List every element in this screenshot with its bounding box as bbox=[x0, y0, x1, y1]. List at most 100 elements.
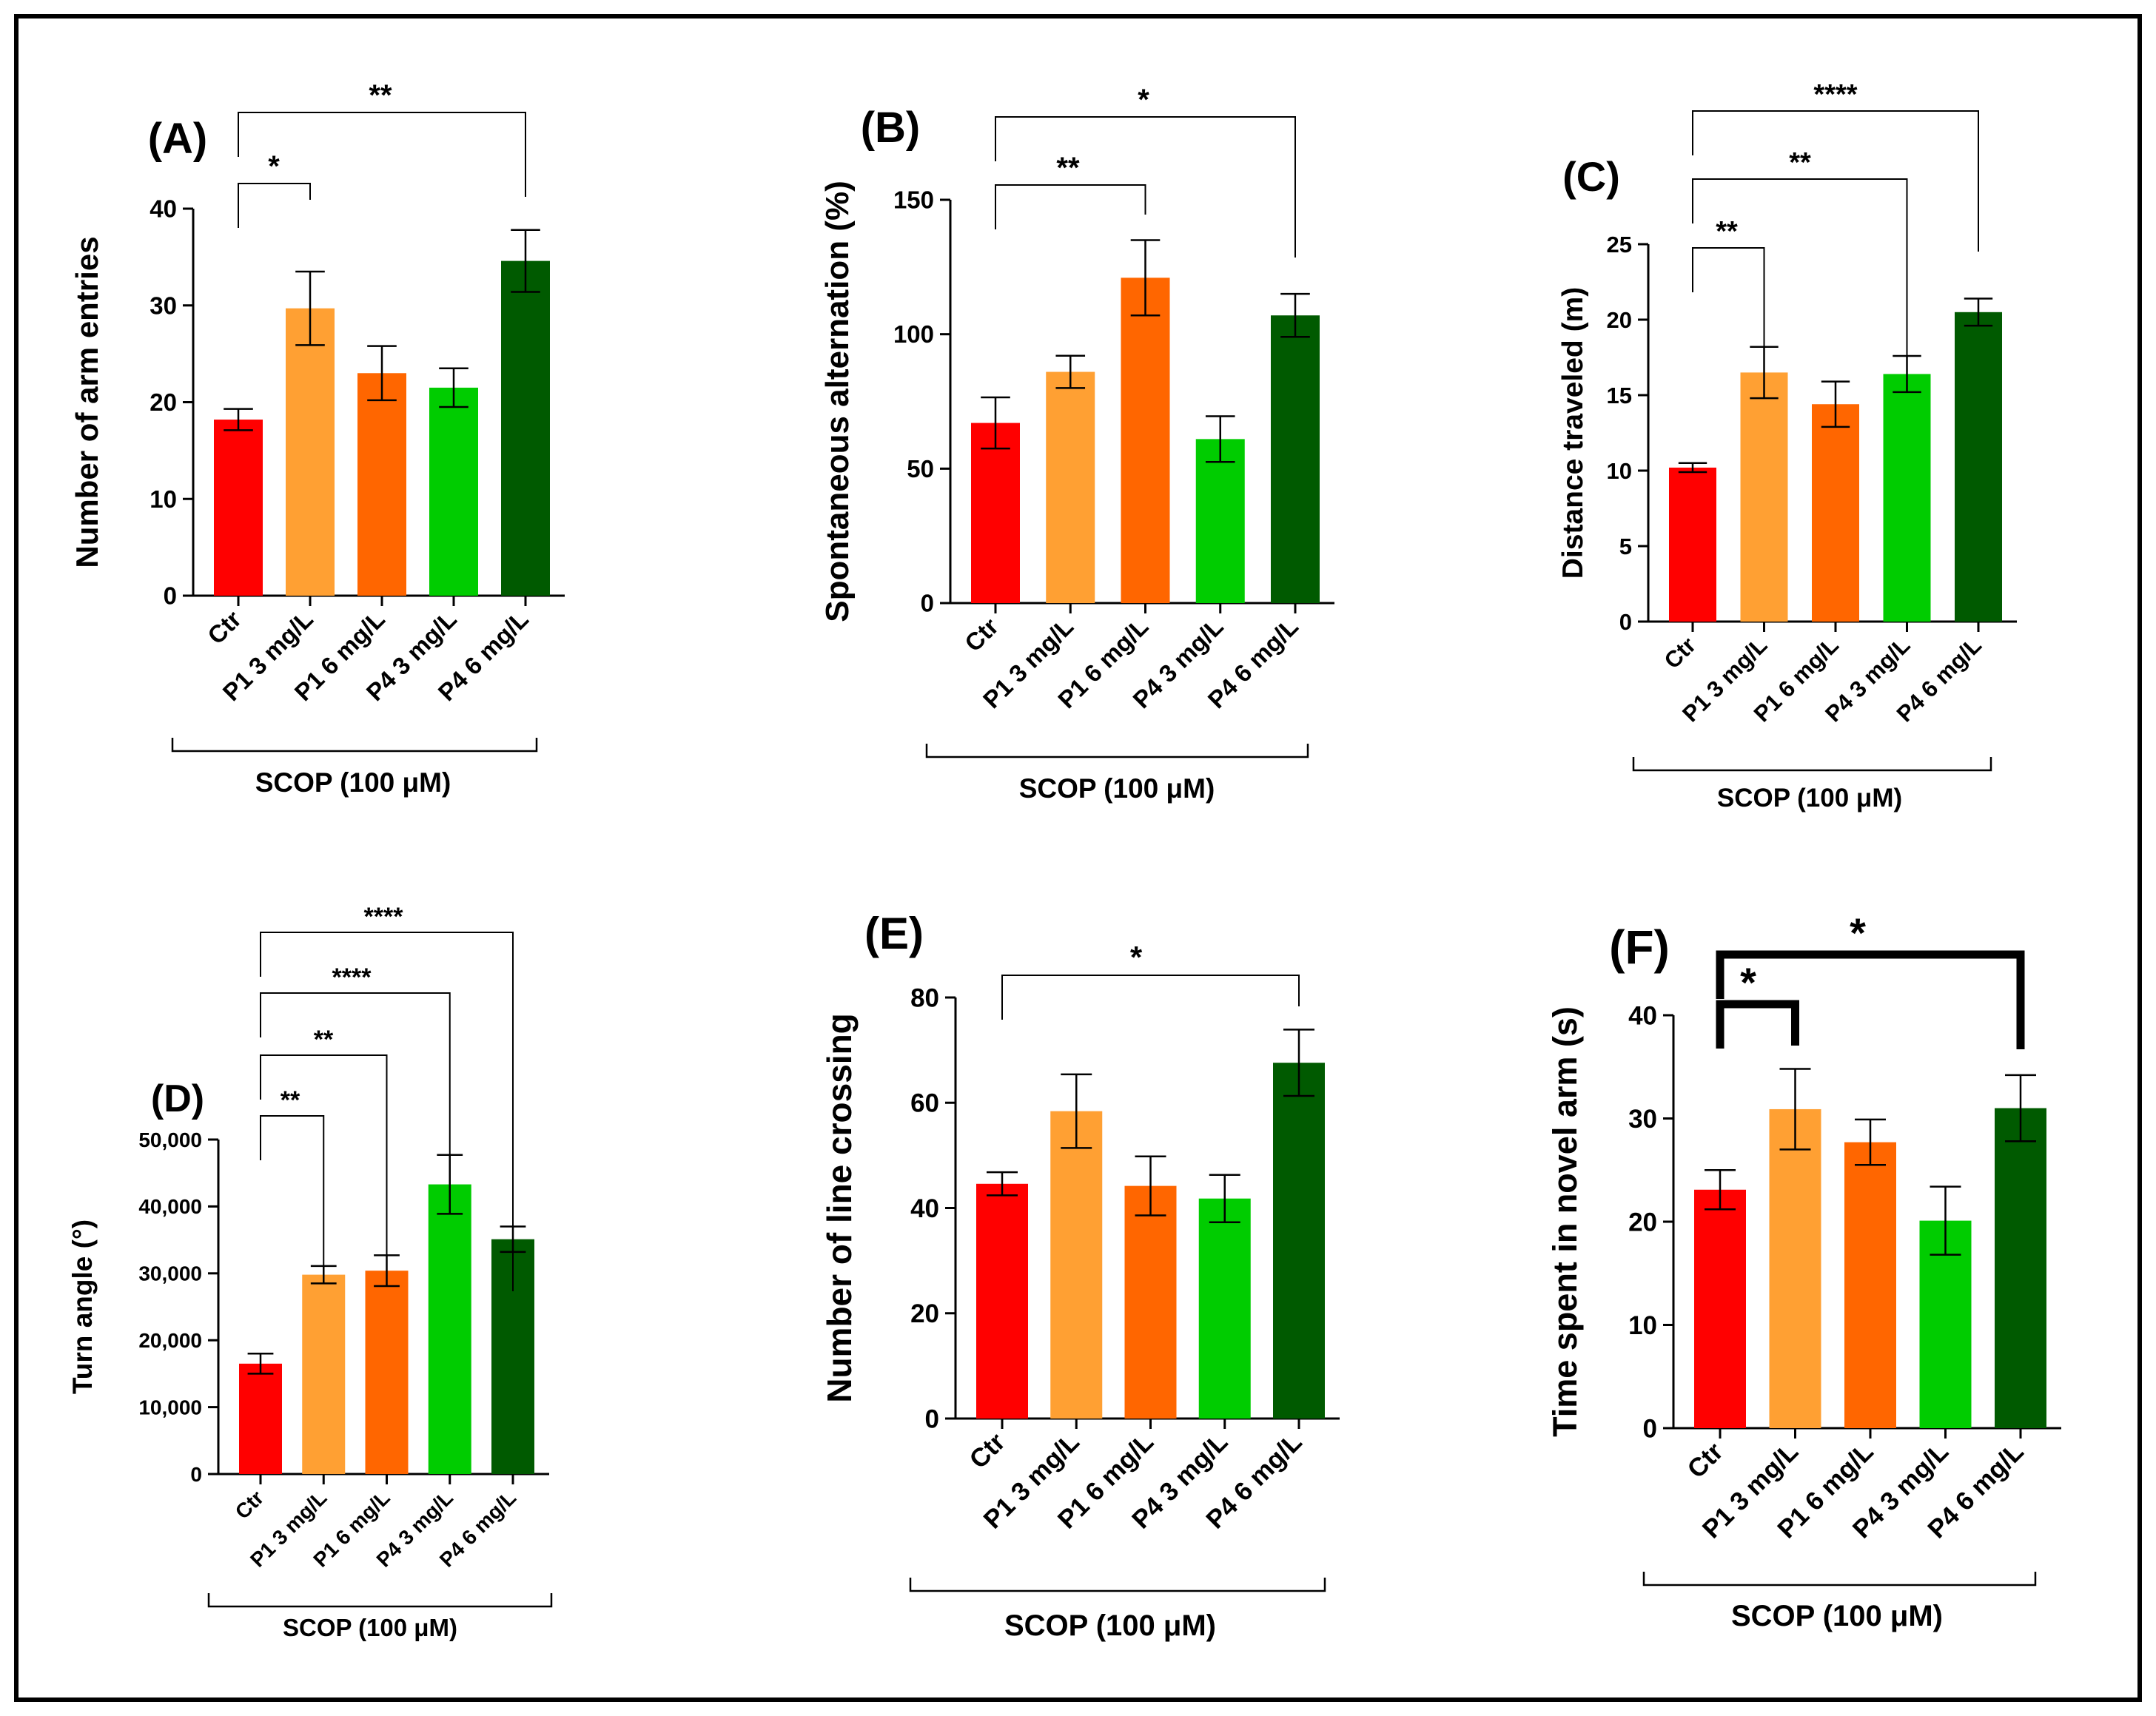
y-tick-label-c: 25 bbox=[1607, 232, 1632, 258]
scop-label-a: SCOP (100 μM) bbox=[255, 767, 451, 798]
error-bar-a-p1-6-mg-l bbox=[367, 345, 397, 402]
scop-bracket-f bbox=[1642, 1572, 2037, 1587]
bar-e-ctr bbox=[976, 1183, 1028, 1419]
bar-a-p4-6-mg-l bbox=[501, 260, 550, 596]
error-bar-e-p4-6-mg-l bbox=[1283, 1029, 1314, 1097]
significance-label-f-1: * bbox=[1740, 959, 1756, 1006]
bar-b-p4-6-mg-l bbox=[1271, 315, 1320, 603]
y-tick-label-a: 0 bbox=[164, 582, 177, 610]
bar-c-p1-3-mg-l bbox=[1740, 372, 1788, 622]
error-bar-a-p1-3-mg-l bbox=[295, 270, 325, 346]
significance-bracket-c-2 bbox=[1692, 178, 1908, 357]
y-tick-label-b: 50 bbox=[907, 455, 934, 482]
error-bar-f-p4-3-mg-l bbox=[1930, 1185, 1961, 1256]
y-tick-label-a: 20 bbox=[150, 388, 177, 416]
y-tick-label-e: 80 bbox=[910, 983, 939, 1012]
significance-bracket-e-1 bbox=[1001, 975, 1300, 1020]
scop-label-e: SCOP (100 μM) bbox=[1004, 1609, 1216, 1642]
y-tick-label-d: 40,000 bbox=[138, 1195, 202, 1218]
y-tick-label-b: 100 bbox=[893, 320, 934, 348]
y-tick-label-f: 10 bbox=[1628, 1311, 1657, 1340]
scop-bracket-c bbox=[1632, 757, 1992, 772]
error-bar-e-p1-6-mg-l bbox=[1135, 1155, 1166, 1217]
y-tick-label-d: 10,000 bbox=[138, 1396, 202, 1419]
y-tick-label-a: 30 bbox=[150, 292, 177, 319]
bar-c-p4-6-mg-l bbox=[1955, 312, 2002, 622]
significance-bracket-b-2 bbox=[995, 116, 1296, 258]
significance-bracket-a-1 bbox=[238, 183, 311, 228]
significance-label-c-2: ** bbox=[1789, 147, 1811, 178]
y-tick-label-c: 15 bbox=[1607, 383, 1632, 408]
significance-bracket-c-1 bbox=[1692, 247, 1765, 370]
bar-f-p1-3-mg-l bbox=[1769, 1108, 1821, 1428]
error-bar-c-ctr bbox=[1678, 462, 1707, 474]
bar-e-p1-3-mg-l bbox=[1050, 1111, 1103, 1419]
bar-e-p4-3-mg-l bbox=[1198, 1198, 1251, 1419]
significance-label-b-1: ** bbox=[1056, 152, 1080, 184]
error-bar-b-ctr bbox=[981, 396, 1010, 450]
significance-label-d-3: **** bbox=[332, 963, 372, 992]
panel-label-d: (D) bbox=[151, 1077, 204, 1120]
y-axis-label-f: Time spent in novel arm (s) bbox=[1546, 1006, 1584, 1437]
error-bar-f-ctr bbox=[1705, 1169, 1736, 1211]
y-tick-label-d: 50,000 bbox=[138, 1128, 202, 1151]
y-tick-label-f: 30 bbox=[1628, 1105, 1657, 1134]
bar-d-p1-6-mg-l bbox=[365, 1271, 409, 1474]
bar-b-p4-3-mg-l bbox=[1195, 439, 1245, 603]
scop-label-b: SCOP (100 μM) bbox=[1019, 773, 1215, 804]
bar-a-p1-6-mg-l bbox=[357, 373, 406, 596]
error-bar-e-ctr bbox=[987, 1171, 1018, 1197]
y-tick-label-d: 30,000 bbox=[138, 1262, 202, 1285]
bar-d-ctr bbox=[239, 1363, 282, 1474]
significance-bracket-d-4 bbox=[260, 932, 514, 1291]
y-axis-label-e: Number of line crossing bbox=[820, 1013, 859, 1403]
y-tick-label-c: 20 bbox=[1607, 307, 1632, 333]
significance-bracket-b-1 bbox=[995, 184, 1146, 229]
error-bar-c-p4-6-mg-l bbox=[1964, 297, 1993, 327]
bar-f-ctr bbox=[1694, 1189, 1746, 1428]
error-bar-a-ctr bbox=[224, 408, 253, 431]
bar-a-p4-3-mg-l bbox=[429, 387, 478, 596]
error-bar-f-p1-3-mg-l bbox=[1779, 1068, 1811, 1151]
panel-label-a: (A) bbox=[148, 115, 208, 163]
y-tick-label-c: 5 bbox=[1619, 534, 1632, 559]
significance-bracket-d-1 bbox=[260, 1115, 325, 1279]
y-tick-label-e: 60 bbox=[910, 1089, 939, 1118]
significance-bracket-f-2 bbox=[1716, 950, 2025, 1049]
bar-a-p1-3-mg-l bbox=[286, 308, 335, 596]
y-axis-label-b: Spontaneous alternation (%) bbox=[819, 181, 856, 622]
significance-label-d-4: **** bbox=[364, 903, 404, 931]
y-tick-label-a: 10 bbox=[150, 485, 177, 513]
bar-c-p4-3-mg-l bbox=[1883, 374, 1931, 622]
error-bar-e-p4-3-mg-l bbox=[1209, 1174, 1240, 1223]
bar-f-p4-6-mg-l bbox=[1995, 1108, 2046, 1428]
panel-label-e: (E) bbox=[864, 909, 924, 958]
significance-label-b-2: * bbox=[1138, 84, 1149, 116]
y-tick-label-c: 0 bbox=[1619, 609, 1632, 635]
bar-d-p1-3-mg-l bbox=[302, 1274, 346, 1474]
significance-bracket-d-3 bbox=[260, 992, 451, 1206]
y-tick-label-b: 0 bbox=[921, 590, 934, 617]
scop-label-c: SCOP (100 μM) bbox=[1717, 784, 1902, 812]
error-bar-b-p4-3-mg-l bbox=[1205, 415, 1235, 463]
error-bar-b-p4-6-mg-l bbox=[1280, 292, 1310, 338]
bar-b-p1-3-mg-l bbox=[1046, 371, 1095, 603]
y-tick-label-e: 20 bbox=[910, 1299, 939, 1328]
panel-label-c: (C) bbox=[1562, 153, 1620, 200]
error-bar-e-p1-3-mg-l bbox=[1061, 1073, 1092, 1149]
bar-e-p1-6-mg-l bbox=[1124, 1185, 1177, 1419]
error-bar-f-p1-6-mg-l bbox=[1855, 1118, 1886, 1166]
significance-bracket-c-3 bbox=[1692, 110, 1979, 252]
significance-label-d-1: ** bbox=[281, 1086, 300, 1114]
significance-bracket-f-1 bbox=[1716, 1000, 1799, 1049]
y-tick-label-f: 20 bbox=[1628, 1208, 1657, 1236]
y-axis-label-c: Distance traveled (m) bbox=[1557, 287, 1589, 579]
y-tick-label-d: 0 bbox=[190, 1463, 202, 1486]
error-bar-f-p4-6-mg-l bbox=[2005, 1074, 2036, 1143]
significance-label-d-2: ** bbox=[314, 1026, 334, 1054]
bar-b-p1-6-mg-l bbox=[1121, 277, 1170, 603]
significance-bracket-d-2 bbox=[260, 1054, 388, 1269]
scop-bracket-b bbox=[925, 744, 1309, 758]
